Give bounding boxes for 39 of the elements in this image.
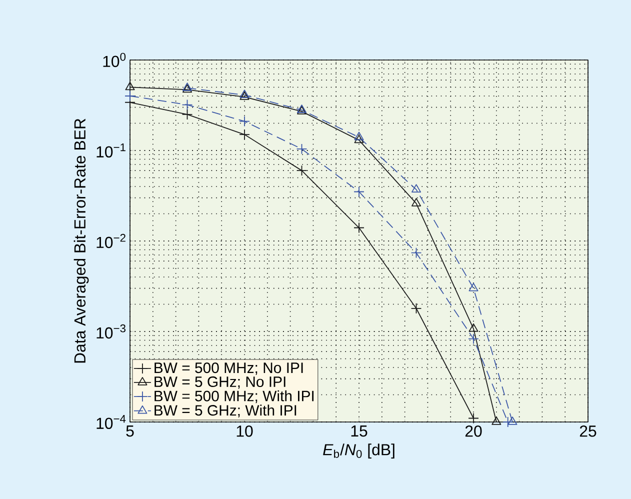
point <box>468 333 479 344</box>
point <box>468 282 478 292</box>
point <box>182 109 193 120</box>
point <box>410 302 422 314</box>
point <box>125 82 135 90</box>
legend-label: BW = 5 GHz; With IPI <box>154 404 296 418</box>
y-tick-label: 10$^{−4}$ <box>96 414 126 430</box>
point <box>468 323 478 332</box>
x-tick-label: 20 <box>465 426 482 437</box>
point <box>296 144 308 154</box>
point <box>508 416 518 425</box>
point <box>502 416 514 428</box>
y-tick-label: 10$^{0}$ <box>103 52 126 68</box>
point <box>410 247 422 258</box>
y-axis-title: Data Averaged Bit-Error-Rate BER <box>74 118 89 363</box>
point <box>492 416 502 425</box>
x-axis-title: E$_{b}$/N$_{0}$ [dB] <box>323 444 394 458</box>
x-tick-label: 15 <box>351 426 368 437</box>
point <box>182 99 193 110</box>
legend-label: BW = 500 MHz; With IPI <box>154 390 314 404</box>
x-tick-label: 25 <box>580 426 596 437</box>
point <box>239 129 250 140</box>
point <box>239 116 250 127</box>
point <box>354 132 364 140</box>
point <box>468 412 479 424</box>
y-tick-label: 10$^{−3}$ <box>96 324 126 339</box>
point <box>354 134 364 144</box>
point <box>354 222 364 234</box>
legend-label: BW = 5 GHz; No IPI <box>154 376 286 389</box>
point <box>296 165 308 176</box>
x-tick-label: 10 <box>236 426 253 437</box>
y-tick-label: 10$^{−1}$ <box>96 143 126 158</box>
point <box>411 184 422 193</box>
point <box>124 90 136 102</box>
point <box>354 186 364 198</box>
y-tick-label: 10$^{−2}$ <box>96 234 126 248</box>
x-tick-label: 5 <box>126 426 134 437</box>
point <box>411 198 422 206</box>
legend-label: BW = 500 MHz; No IPI <box>154 362 303 375</box>
